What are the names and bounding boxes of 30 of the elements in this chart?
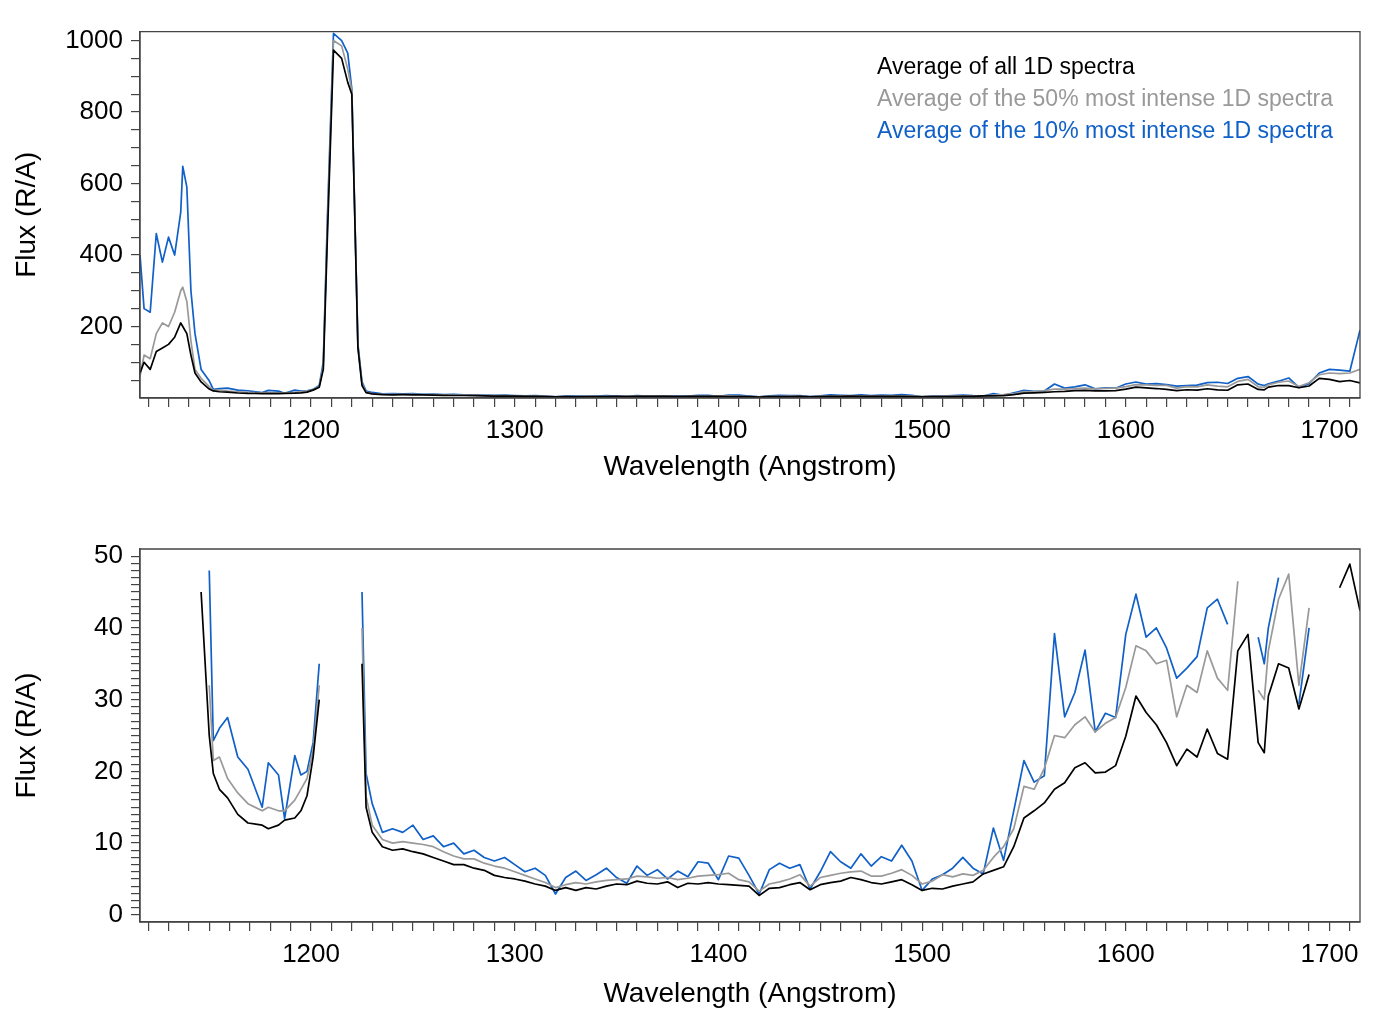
text: Average of all 1D spectra xyxy=(877,52,1136,79)
text: Average of the 10% most intense 1D spectra xyxy=(877,116,1334,143)
x-tick-label: 1500 xyxy=(893,937,952,968)
x-tick-label: 1400 xyxy=(689,937,748,968)
x-tick-label: 1700 xyxy=(1300,413,1359,444)
x-tick-label: 1600 xyxy=(1096,413,1155,444)
text: Average of the 50% most intense 1D spectra xyxy=(877,84,1334,111)
y-tick-label: 40 xyxy=(94,611,123,642)
x-tick-label: 1200 xyxy=(282,413,341,444)
y-axis-title: Flux (R/A) xyxy=(9,151,41,278)
y-tick-label: 20 xyxy=(94,754,123,785)
y-tick-label: 1000 xyxy=(65,23,123,54)
x-axis-title: Wavelength (Angstrom) xyxy=(603,976,897,1008)
x-tick-label: 1200 xyxy=(282,937,341,968)
x-tick-label: 1500 xyxy=(893,413,952,444)
y-tick-label: 800 xyxy=(79,95,123,126)
x-tick-label: 1300 xyxy=(485,413,544,444)
y-tick-label: 0 xyxy=(108,898,123,928)
x-tick-label: 1700 xyxy=(1300,937,1359,968)
y-tick-label: 50 xyxy=(94,539,123,570)
x-tick-label: 1600 xyxy=(1096,937,1155,968)
x-tick-label: 1300 xyxy=(485,937,544,968)
x-axis-title: Wavelength (Angstrom) xyxy=(603,449,897,481)
y-tick-label: 600 xyxy=(79,166,123,197)
y-tick-label: 30 xyxy=(94,682,123,713)
y-tick-label: 10 xyxy=(94,826,123,857)
x-tick-label: 1400 xyxy=(689,413,748,444)
y-axis-title: Flux (R/A) xyxy=(9,672,41,799)
y-tick-label: 200 xyxy=(79,309,123,340)
y-tick-label: 400 xyxy=(79,238,123,269)
